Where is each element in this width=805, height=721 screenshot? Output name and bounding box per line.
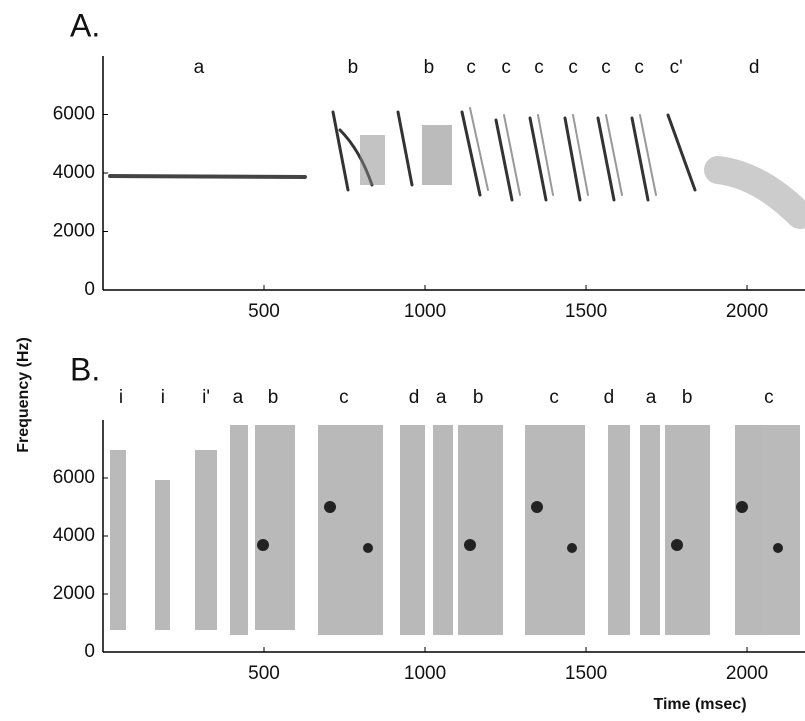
y-tick-label: 6000	[53, 104, 95, 125]
syllable-label: c	[764, 387, 774, 408]
x-tick-label: 1000	[404, 663, 446, 684]
y-tick-label: 6000	[53, 467, 95, 488]
panel-label: A.	[70, 7, 100, 43]
syllable-label: d	[604, 387, 615, 408]
syllable-label: b	[424, 57, 435, 78]
x-axis-label: Time (msec)	[653, 696, 746, 713]
y-tick-label: 2000	[53, 583, 95, 604]
syllable-label: b	[473, 387, 484, 408]
syllable-label: c	[568, 57, 578, 78]
spectrogram-b-dark-spots	[257, 501, 783, 553]
x-tick-label: 2000	[726, 663, 768, 684]
syllable-label: c	[634, 57, 644, 78]
x-tick-label: 500	[248, 301, 280, 322]
syllable-label: i	[161, 387, 165, 408]
syllable-label: c	[534, 57, 544, 78]
syllable-label: a	[233, 387, 244, 408]
spectrogram-a-sounds	[108, 107, 805, 229]
x-tick-label: 1000	[404, 301, 446, 322]
panel-label: B.	[70, 351, 100, 387]
y-axis-label: Frequency (Hz)	[15, 337, 32, 453]
syllable-label: d	[749, 57, 760, 78]
syllable-label: c'	[670, 57, 683, 78]
x-tick-label: 2000	[726, 301, 768, 322]
syllable-label: a	[646, 387, 657, 408]
syllable-label: c	[601, 57, 611, 78]
syllable-label: b	[348, 57, 359, 78]
y-tick-label: 0	[84, 641, 95, 662]
y-tick-label: 2000	[53, 221, 95, 242]
x-tick-label: 500	[248, 663, 280, 684]
syllable-label: b	[268, 387, 279, 408]
spectrogram-b-sounds	[110, 425, 800, 635]
syllable-label: d	[409, 387, 420, 408]
y-tick-label: 4000	[53, 162, 95, 183]
syllable-label: b	[682, 387, 693, 408]
x-tick-label: 1500	[565, 301, 607, 322]
syllable-label: i'	[202, 387, 210, 408]
syllable-label: i	[119, 387, 123, 408]
syllable-label: a	[436, 387, 447, 408]
syllable-label: c	[466, 57, 476, 78]
syllable-label: a	[194, 57, 205, 78]
x-tick-label: 1500	[565, 663, 607, 684]
y-tick-label: 4000	[53, 525, 95, 546]
syllable-label: c	[549, 387, 559, 408]
syllable-label: c	[501, 57, 511, 78]
syllable-label: c	[339, 387, 349, 408]
y-tick-label: 0	[84, 279, 95, 300]
